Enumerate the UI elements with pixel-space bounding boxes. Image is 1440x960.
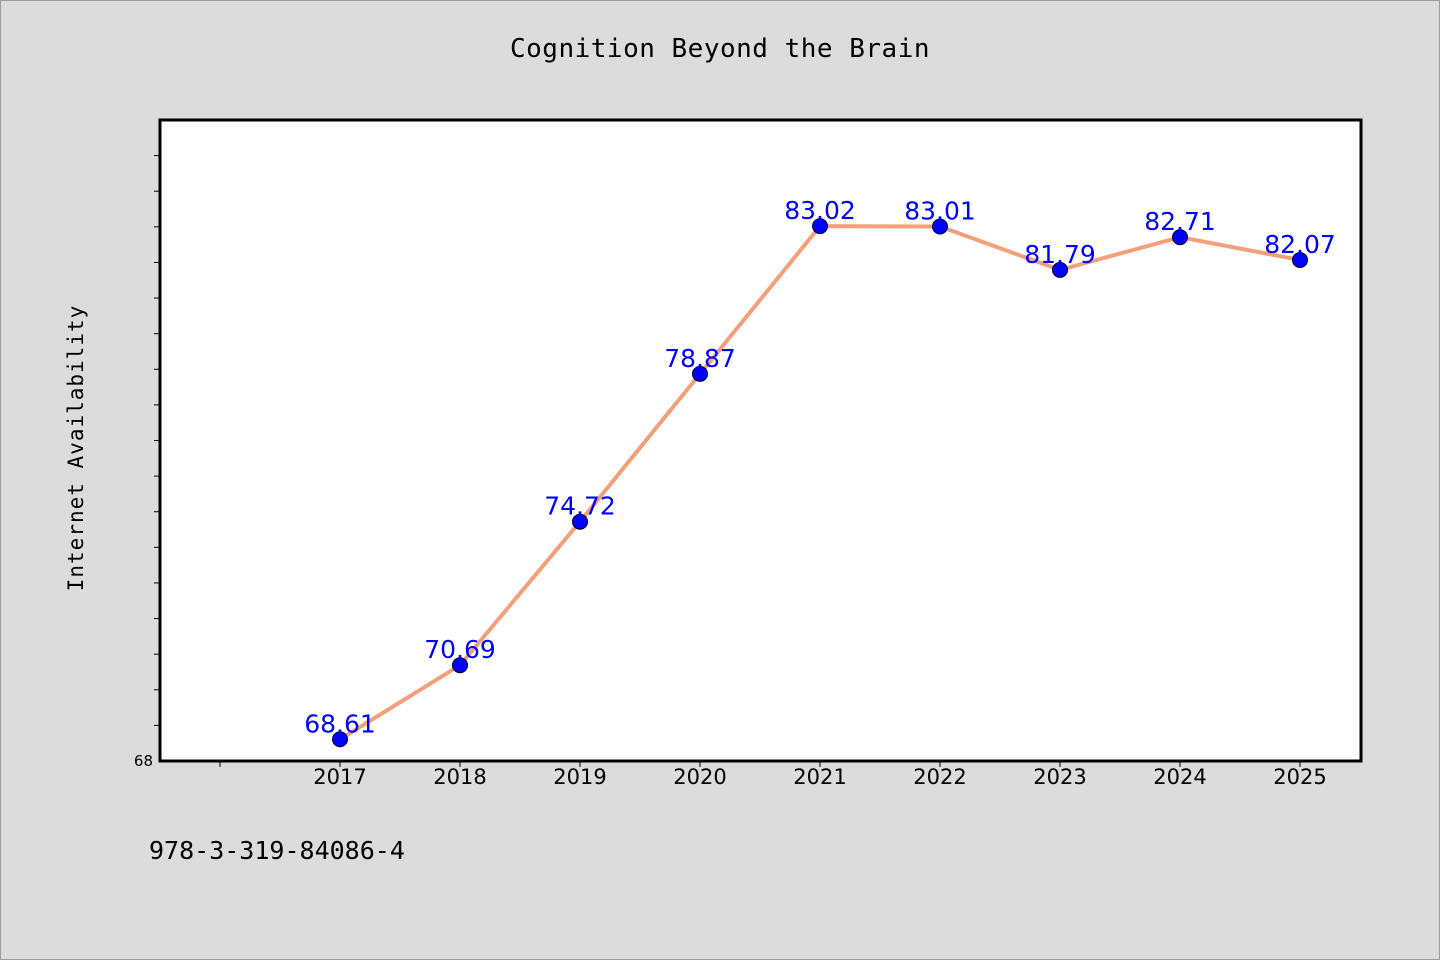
data-label: 78.87 xyxy=(664,344,736,373)
data-point xyxy=(812,218,828,235)
data-point xyxy=(1172,229,1188,246)
data-point xyxy=(1292,251,1308,268)
data-point xyxy=(332,731,348,748)
chart-title: Cognition Beyond the Brain xyxy=(510,34,930,64)
data-point xyxy=(932,218,948,235)
plot-area xyxy=(158,118,1363,763)
x-tick-label: 2017 xyxy=(313,765,366,789)
y-axis-ticks: 68 xyxy=(134,155,160,770)
x-tick-label: 2024 xyxy=(1153,765,1206,789)
x-tick-label: 2018 xyxy=(433,765,486,789)
x-tick-label: 2019 xyxy=(553,765,606,789)
data-label-layer: 68.61 70.69 74.72 78.87 83.02 83.01 81.79 82.71… xyxy=(304,196,1336,738)
data-point xyxy=(572,513,588,530)
data-point xyxy=(692,365,708,382)
data-label: 81.79 xyxy=(1024,240,1096,269)
data-label: 68.61 xyxy=(304,709,376,738)
data-point xyxy=(452,657,468,674)
x-tick-label: 2021 xyxy=(793,765,846,789)
x-axis-ticks: 2017 2018 2019 2020 2021 2022 2023 2024 2025 xyxy=(219,761,1327,789)
data-label: 82.71 xyxy=(1144,207,1216,236)
data-label: 83.02 xyxy=(784,196,856,225)
series-layer xyxy=(332,218,1308,748)
y-tick-label: 68 xyxy=(134,752,153,770)
data-label: 83.01 xyxy=(904,196,976,225)
data-label: 70.69 xyxy=(424,635,496,664)
x-tick-label: 2022 xyxy=(913,765,966,789)
data-point xyxy=(1052,261,1068,278)
x-tick-label: 2025 xyxy=(1273,765,1326,789)
data-label: 74.72 xyxy=(544,492,616,521)
data-label: 82.07 xyxy=(1264,230,1336,259)
x-tick-label: 2020 xyxy=(673,765,726,789)
isbn-text: 978-3-319-84086-4 xyxy=(149,836,405,865)
x-tick-label: 2023 xyxy=(1033,765,1086,789)
